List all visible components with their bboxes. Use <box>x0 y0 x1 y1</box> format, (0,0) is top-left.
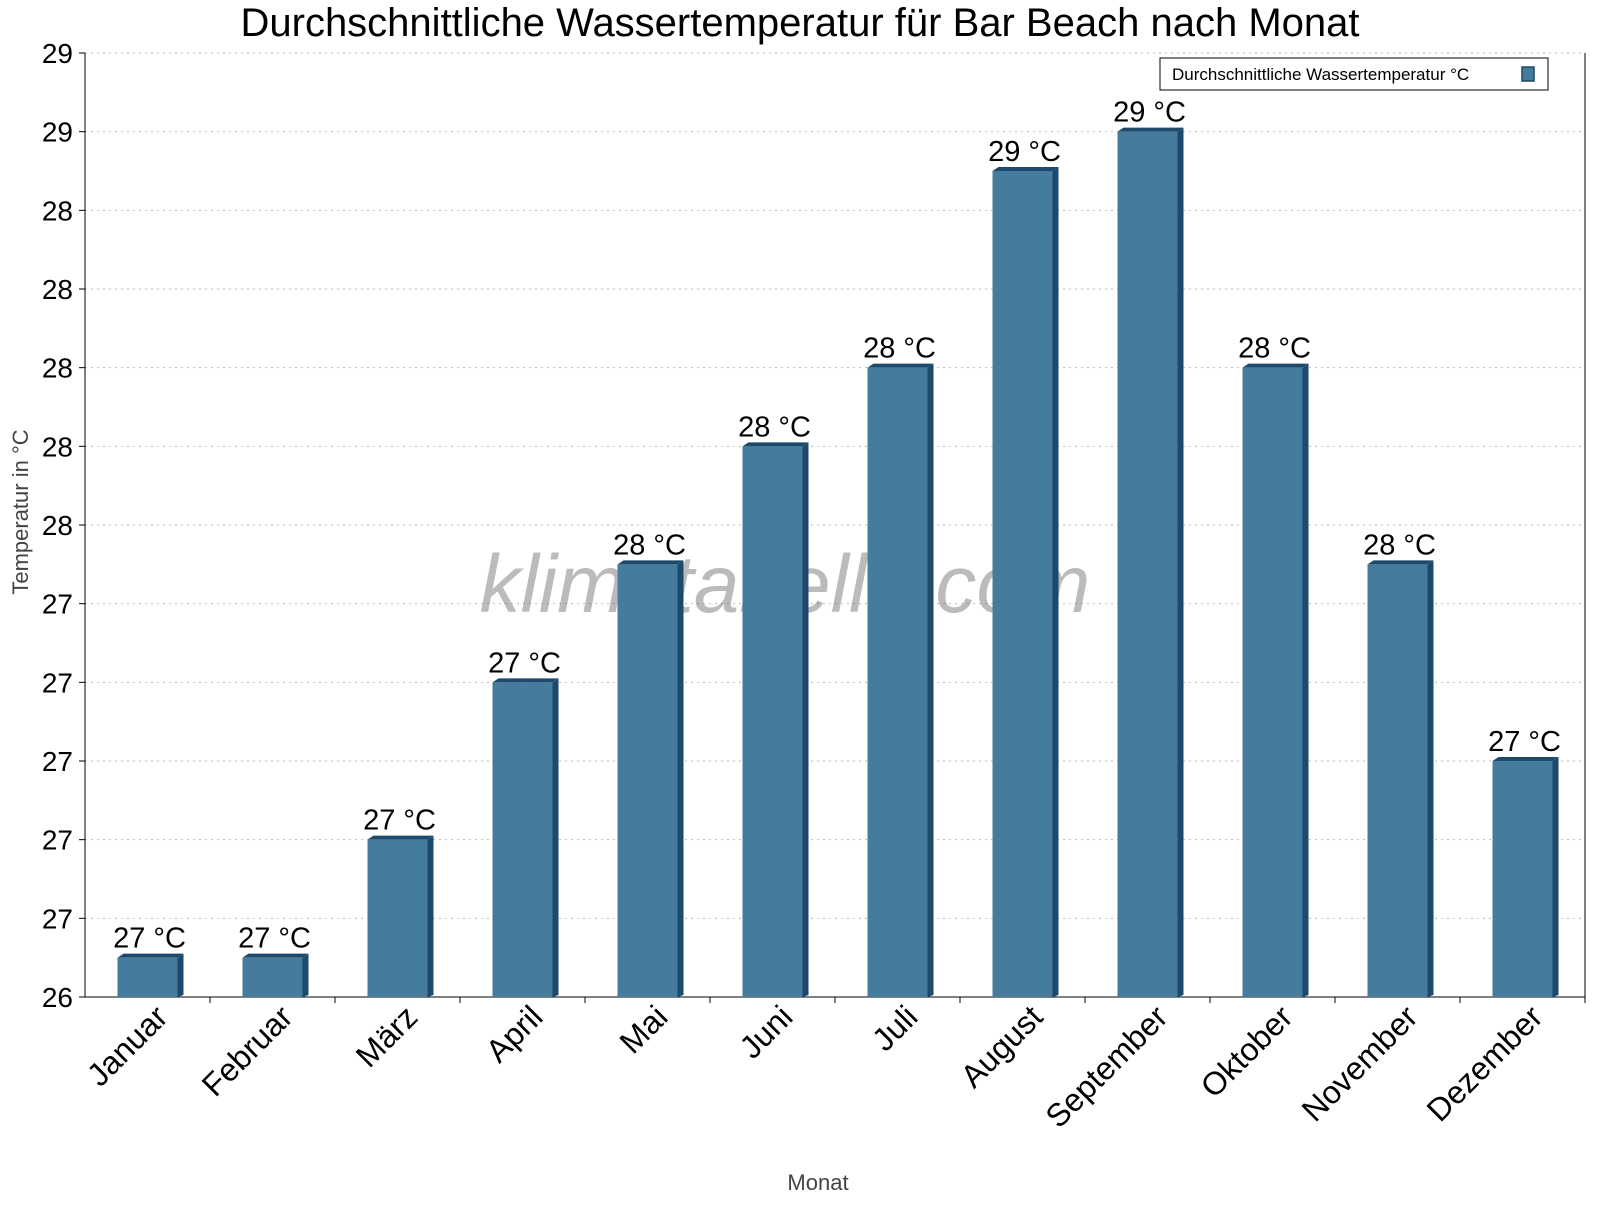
grid-lines <box>85 52 1585 919</box>
bar-side <box>1427 560 1434 997</box>
y-tick-label: 27 <box>42 589 73 620</box>
bar <box>992 171 1053 997</box>
bar-top <box>242 953 309 958</box>
bar-side <box>802 442 809 997</box>
data-label: 27 °C <box>1488 726 1561 758</box>
x-tick-label: Juni <box>732 998 799 1065</box>
bar <box>367 839 428 997</box>
data-label: 28 °C <box>863 333 936 365</box>
x-tick-label: August <box>954 998 1050 1094</box>
bar-top <box>617 560 684 565</box>
bar-side <box>552 678 559 997</box>
chart-title: Durchschnittliche Wassertemperatur für B… <box>240 1 1359 45</box>
bar-top <box>742 442 809 447</box>
y-tick-label: 27 <box>42 903 73 934</box>
bar-side <box>927 363 934 998</box>
y-tick-label: 28 <box>42 274 73 305</box>
x-tick-label: November <box>1295 998 1425 1128</box>
bar-top <box>1492 757 1559 761</box>
legend-label: Durchschnittliche Wassertemperatur °C <box>1172 65 1469 84</box>
bar-top <box>117 953 184 958</box>
legend-box <box>1159 57 1549 91</box>
y-tick-label: 28 <box>42 510 73 541</box>
x-tick-label: April <box>479 998 550 1069</box>
x-tick-label: Februar <box>195 998 300 1103</box>
x-tick-label: Mai <box>613 998 675 1060</box>
x-tick-label: September <box>1038 998 1174 1134</box>
legend: Durchschnittliche Wassertemperatur °C <box>1159 57 1549 91</box>
y-tick-label: 28 <box>42 195 73 226</box>
bar-side <box>1302 363 1309 998</box>
data-label: 27 °C <box>113 923 186 955</box>
x-tick-label: Januar <box>80 998 175 1093</box>
bar <box>742 446 803 997</box>
data-label: 27 °C <box>488 647 561 679</box>
bar-top <box>1242 363 1309 368</box>
data-label: 27 °C <box>363 805 436 837</box>
x-tick-label: Juli <box>865 998 924 1057</box>
y-tick-label: 29 <box>42 38 73 69</box>
bar-side <box>177 953 184 997</box>
x-tick-label: Dezember <box>1420 998 1550 1128</box>
bar <box>867 367 928 998</box>
bar-top <box>1117 127 1184 132</box>
y-tick-label: 27 <box>42 667 73 698</box>
bar-top <box>1367 560 1434 565</box>
bars: 27 °C 27 °C 27 °C 27 °C 28 °C 28 °C 28 °C 29 °C… <box>113 97 1561 998</box>
bar-side <box>302 953 309 997</box>
bar-side <box>1552 757 1559 997</box>
bar-top <box>367 835 434 840</box>
y-tick-label: 27 <box>42 825 73 856</box>
y-tick-label: 28 <box>42 431 73 462</box>
x-axis-label: Monat <box>787 1170 848 1195</box>
bar-side <box>427 835 434 997</box>
bar-side <box>677 560 684 997</box>
legend-swatch <box>1521 66 1535 82</box>
bar <box>242 957 303 997</box>
bar-top <box>992 167 1059 171</box>
y-axis-label: Temperatur in °C <box>8 429 33 594</box>
bar-side <box>1177 127 1184 997</box>
bar <box>1117 131 1178 997</box>
x-tick-label: März <box>349 998 425 1074</box>
data-label: 29 °C <box>988 136 1061 168</box>
data-label: 29 °C <box>1113 97 1186 129</box>
data-label: 27 °C <box>238 923 311 955</box>
y-tick-label: 27 <box>42 746 73 777</box>
data-label: 28 °C <box>1238 333 1311 365</box>
data-label: 28 °C <box>613 529 686 561</box>
bar <box>492 682 553 997</box>
bar-top <box>492 678 559 683</box>
bar <box>1242 367 1303 998</box>
bar <box>617 564 678 997</box>
y-tick-label: 26 <box>42 982 73 1013</box>
data-label: 28 °C <box>738 411 811 443</box>
data-label: 28 °C <box>1363 529 1436 561</box>
bar <box>117 957 178 997</box>
bar <box>1492 761 1553 997</box>
x-tick-label: Oktober <box>1194 998 1300 1104</box>
y-tick-label: 29 <box>42 117 73 148</box>
bar <box>1367 564 1428 997</box>
bar-top <box>867 363 934 368</box>
bar-side <box>1052 167 1059 997</box>
y-tick-label: 28 <box>42 353 73 384</box>
